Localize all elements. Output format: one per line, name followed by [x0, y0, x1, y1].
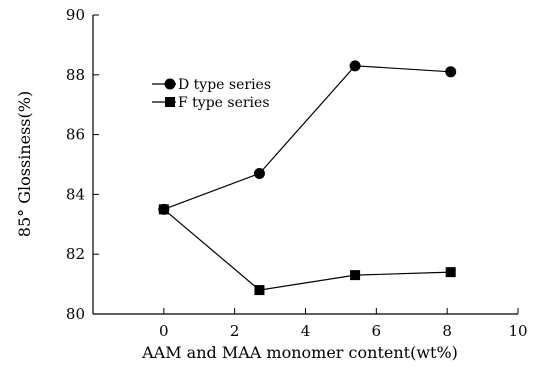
legend-marker-circle: [164, 78, 176, 90]
x-tick-label: 4: [301, 322, 311, 340]
y-tick-label: 86: [66, 126, 85, 144]
y-ticks: 80 82 84 86 88 90: [66, 6, 99, 323]
y-tick-label: 84: [66, 185, 85, 203]
x-tick-label: 2: [230, 322, 240, 340]
data-point-circle: [349, 60, 361, 72]
x-axis-title: AAM and MAA monomer content(wt%): [141, 343, 458, 362]
y-tick-label: 80: [66, 305, 85, 323]
x-tick-label: 0: [159, 322, 169, 340]
x-tick-label: 8: [442, 322, 452, 340]
data-point-square: [445, 267, 456, 278]
series-line-2: [163, 208, 451, 291]
x-tick-label: 6: [372, 322, 382, 340]
y-tick-label: 88: [66, 66, 85, 84]
legend-label: D type series: [178, 77, 271, 93]
series-line-1: [163, 65, 451, 210]
y-axis-title: 85° Glossiness(%): [15, 91, 34, 237]
legend-marker-square: [165, 97, 175, 107]
data-point-square: [254, 285, 265, 296]
x-tick-label: 10: [508, 322, 527, 340]
legend: D type series F type series: [152, 77, 271, 111]
data-point-square: [350, 270, 361, 281]
y-tick-label: 82: [66, 245, 85, 263]
data-point-circle: [445, 66, 457, 78]
series-layer: [158, 60, 457, 296]
x-ticks: 0 2 4 6 8 10: [159, 308, 528, 340]
legend-label: F type series: [178, 95, 270, 111]
y-tick-label: 90: [66, 6, 85, 24]
data-point-square: [158, 204, 169, 215]
data-point-circle: [253, 167, 265, 179]
